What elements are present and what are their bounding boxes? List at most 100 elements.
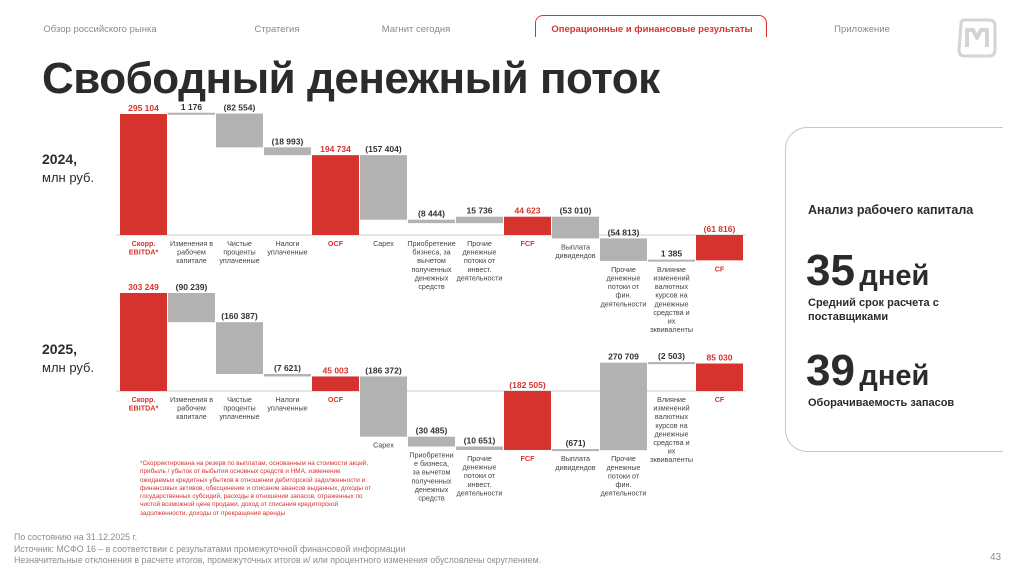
category-label-line: инвест.: [468, 480, 492, 489]
category-label-2025-7: Прочие денежные потоки от инвест. деятельнос…: [457, 454, 503, 497]
category-label-2024-9: Выплата дивидендов: [555, 242, 595, 260]
source-ifrs: Источник: МСФО 16 – в соответствии с рез…: [14, 543, 406, 554]
category-label-line: денежные: [462, 463, 496, 472]
magnit-logo-icon: [957, 18, 997, 58]
bar-2024-2: [216, 113, 263, 148]
value-label-2024-3: (18 993): [272, 136, 304, 146]
category-label-2025-5: Capex: [373, 441, 394, 450]
category-label-line: Скорр.: [132, 395, 156, 404]
chart-2025-year: 2025,: [42, 341, 78, 357]
value-label-2025-5: (186 372): [365, 365, 402, 375]
category-label-2025-12: CF: [715, 395, 725, 404]
category-label-2024-10: Прочие денежные потоки от фин. деятельности: [601, 265, 647, 308]
bar-2024-3: [264, 147, 311, 156]
category-label-line: вычетом: [417, 256, 446, 265]
bar-2024-1: [168, 112, 215, 115]
category-label-2025-2: Чистые проценты уплаченные: [219, 395, 259, 421]
category-label-line: изменений: [653, 404, 689, 413]
category-label-line: OCF: [328, 395, 344, 404]
category-label-line: потоки от: [608, 471, 640, 480]
value-label-2024-4: 194 734: [320, 144, 351, 154]
nav-item-results[interactable]: Операционные и финансовые результаты: [551, 24, 753, 35]
source-notes: По состоянию на 31.12.2025 г. Источник: …: [14, 532, 541, 567]
nav-item-strategy[interactable]: Стратегия: [254, 24, 300, 35]
category-label-line: уплаченные: [267, 248, 307, 257]
category-label-line: средств: [418, 494, 445, 503]
category-label-line: валютных: [655, 282, 689, 291]
bar-2024-0: [120, 114, 167, 235]
category-label-line: фин.: [616, 291, 632, 300]
chart-2025-label: 2025, млн руб.: [42, 340, 94, 377]
nav-active-indicator: [535, 15, 767, 37]
chart-2024-label: 2024, млн руб.: [42, 150, 94, 187]
category-label-line: эквиваленты: [650, 455, 693, 464]
value-label-2025-6: (30 485): [416, 426, 448, 436]
category-label-line: фин.: [616, 480, 632, 489]
value-label-2024-9: (53 010): [560, 206, 592, 216]
category-label-line: денежные: [654, 299, 688, 308]
category-label-2025-1: Изменения в рабочем капитале: [170, 395, 213, 421]
bar-2025-5: [360, 376, 407, 437]
bar-2025-1: [168, 293, 215, 323]
category-label-line: денежных: [415, 485, 449, 494]
value-label-2025-7: (10 651): [464, 436, 496, 446]
category-label-line: курсов на: [655, 291, 687, 300]
chart-2024-year: 2024,: [42, 151, 78, 167]
category-label-line: Выплата: [561, 454, 590, 463]
working-capital-title: Анализ рабочего капитала: [808, 203, 974, 217]
category-label-line: Влияние: [657, 395, 686, 404]
bar-2025-10: [600, 362, 647, 451]
category-label-line: CF: [715, 264, 725, 273]
category-label-line: изменений: [653, 274, 689, 283]
category-label-line: деятельности: [601, 489, 647, 498]
category-label-line: дивидендов: [555, 251, 595, 260]
nav-item-appendix[interactable]: Приложение: [834, 24, 890, 35]
category-label-2025-10: Прочие денежные потоки от фин. деятельности: [601, 454, 647, 497]
top-navigation: Обзор российского рынка Стратегия Магнит…: [0, 14, 1024, 38]
value-label-2024-2: (82 554): [224, 103, 256, 113]
category-label-line: EBITDA*: [129, 404, 159, 413]
inventory-days-value: 39: [806, 346, 855, 395]
category-label-line: уплаченные: [219, 412, 259, 421]
nav-item-magnit-today[interactable]: Магнит сегодня: [381, 24, 451, 35]
nav-item-market[interactable]: Обзор российского рынка: [43, 24, 157, 35]
value-label-2024-10: (54 813): [608, 227, 640, 237]
value-label-2025-2: (160 387): [221, 311, 258, 321]
category-label-line: курсов на: [655, 421, 687, 430]
page-number: 43: [990, 552, 1002, 563]
category-label-2025-3: Налоги уплаченные: [267, 395, 307, 413]
bar-2024-8: [504, 216, 551, 235]
source-rounding: Незначительные отклонения в расчете итог…: [14, 555, 542, 565]
category-label-line: проценты: [223, 404, 255, 413]
category-label-line: потоки от: [464, 256, 496, 265]
value-label-2025-0: 303 249: [128, 282, 159, 292]
category-label-line: рабочем: [177, 404, 206, 413]
category-label-line: Прочие: [611, 454, 636, 463]
bar-2024-12: [696, 235, 743, 261]
payables-days-metric: 35 дней: [806, 246, 929, 296]
category-label-2024-6: Приобретение бизнеса, за вычетом полученных…: [407, 239, 455, 291]
inventory-days-metric: 39 дней: [806, 346, 929, 396]
category-label-line: рабочем: [177, 248, 206, 257]
category-label-line: Скорр.: [132, 239, 156, 248]
bar-2025-0: [120, 293, 167, 391]
category-label-line: полученных: [412, 265, 452, 274]
bar-2024-5: [360, 155, 407, 220]
value-label-2024-7: 15 736: [467, 206, 493, 216]
bar-2025-12: [696, 363, 743, 391]
category-label-2024-4: OCF: [328, 239, 344, 248]
category-label-line: денежные: [654, 429, 688, 438]
payables-days-unit: дней: [859, 260, 930, 292]
value-label-2024-11: 1 385: [661, 249, 683, 259]
category-label-2024-12: CF: [715, 264, 725, 273]
chart-2024-unit: млн руб.: [42, 170, 95, 185]
category-label-line: их: [668, 317, 676, 326]
inventory-days-label: Оборачиваемость запасов: [808, 397, 955, 409]
bar-2024-4: [312, 155, 359, 235]
category-label-line: денежных: [415, 273, 449, 282]
value-label-2024-1: 1 176: [181, 102, 203, 112]
bar-2024-10: [600, 238, 647, 261]
category-label-line: Прочие: [467, 454, 492, 463]
category-label-line: полученных: [412, 476, 452, 485]
bar-2025-2: [216, 322, 263, 374]
